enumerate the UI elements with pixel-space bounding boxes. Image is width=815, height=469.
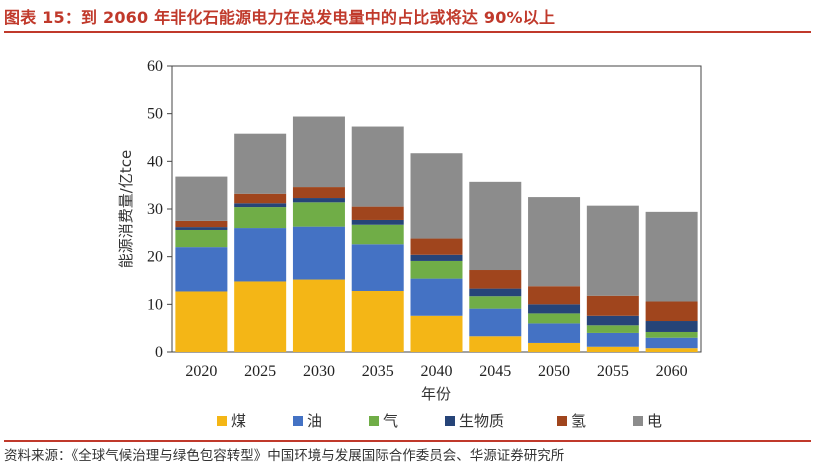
y-tick-label: 40 bbox=[147, 153, 163, 170]
bar-segment-2060-3 bbox=[645, 331, 698, 338]
y-axis: 0 10 20 30 40 50 60 bbox=[147, 58, 172, 361]
y-tick-label: 0 bbox=[155, 344, 163, 361]
bar-segment-2050-1 bbox=[528, 342, 581, 352]
bar-segment-2060-5 bbox=[645, 301, 698, 322]
bar-segment-2025-1 bbox=[234, 281, 287, 352]
bar-segment-2050-3 bbox=[528, 313, 581, 324]
bar-segment-2045-3 bbox=[469, 296, 522, 309]
bar-segment-2055-3 bbox=[586, 325, 639, 333]
bar-segment-2040-1 bbox=[410, 315, 463, 352]
y-tick-label: 10 bbox=[147, 296, 163, 313]
bar-segment-2035-6 bbox=[351, 126, 404, 207]
bar-segment-2045-5 bbox=[469, 270, 522, 289]
legend: 煤 油 气 生物质 氢 电 bbox=[217, 412, 662, 430]
bar-segment-2020-1 bbox=[175, 291, 228, 352]
bar-segment-2035-3 bbox=[351, 224, 404, 245]
bars-group bbox=[175, 116, 698, 352]
legend-label: 氢 bbox=[571, 412, 586, 430]
bar-segment-2025-3 bbox=[234, 207, 287, 229]
bar-segment-2020-5 bbox=[175, 220, 228, 228]
bar-segment-2045-1 bbox=[469, 336, 522, 352]
title-divider bbox=[4, 31, 811, 33]
bar-segment-2025-5 bbox=[234, 193, 287, 204]
bar-segment-2040-5 bbox=[410, 238, 463, 255]
y-axis-label: 能源消费量/亿tce bbox=[117, 150, 135, 268]
source-note: 资料来源：《全球气候治理与绿色包容转型》中国环境与发展国际合作委员会、华源证券研… bbox=[4, 448, 565, 464]
bar-segment-2050-5 bbox=[528, 286, 581, 305]
bar-segment-2060-2 bbox=[645, 337, 698, 349]
bar-segment-2020-2 bbox=[175, 247, 228, 292]
bar-segment-2020-3 bbox=[175, 229, 228, 248]
x-tick-label: 2035 bbox=[362, 363, 394, 380]
bar-segment-2055-1 bbox=[586, 346, 639, 352]
figure-title: 图表 15：到 2060 年非化石能源电力在总发电量中的占比或将达 90%以上 bbox=[4, 8, 556, 27]
bar-segment-2030-3 bbox=[292, 202, 345, 227]
bar-segment-2030-2 bbox=[292, 226, 345, 280]
bar-segment-2025-2 bbox=[234, 228, 287, 282]
bar-segment-2040-3 bbox=[410, 260, 463, 279]
bar-segment-2030-4 bbox=[292, 198, 345, 203]
bar-segment-2040-2 bbox=[410, 278, 463, 316]
x-tick-label: 2020 bbox=[185, 363, 217, 380]
bar-segment-2045-6 bbox=[469, 181, 522, 271]
legend-swatch bbox=[217, 416, 227, 426]
bar-segment-2030-6 bbox=[292, 116, 345, 188]
y-tick-label: 20 bbox=[147, 249, 163, 266]
bar-segment-2060-6 bbox=[645, 211, 698, 302]
bar-segment-2035-2 bbox=[351, 244, 404, 291]
bar-segment-2040-4 bbox=[410, 254, 463, 261]
x-axis: 2020 2025 2030 2035 2040 2045 2050 2055 2060 bbox=[185, 363, 687, 380]
bar-segment-2050-4 bbox=[528, 304, 581, 314]
bar-segment-2060-1 bbox=[645, 348, 698, 352]
bar-segment-2035-1 bbox=[351, 290, 404, 352]
bar-segment-2055-5 bbox=[586, 295, 639, 316]
bar-segment-2030-1 bbox=[292, 279, 345, 352]
x-tick-label: 2045 bbox=[479, 363, 511, 380]
bar-segment-2025-6 bbox=[234, 133, 287, 194]
bar-segment-2055-6 bbox=[586, 205, 639, 296]
bar-segment-2055-2 bbox=[586, 332, 639, 347]
bar-segment-2035-5 bbox=[351, 206, 404, 220]
bar-segment-2020-6 bbox=[175, 176, 228, 221]
bar-segment-2030-5 bbox=[292, 187, 345, 199]
legend-swatch bbox=[369, 416, 379, 426]
bar-segment-2050-6 bbox=[528, 197, 581, 287]
legend-swatch bbox=[293, 416, 303, 426]
x-tick-label: 2030 bbox=[303, 363, 335, 380]
bar-segment-2050-2 bbox=[528, 323, 581, 343]
bar-segment-2025-4 bbox=[234, 203, 287, 208]
legend-swatch bbox=[633, 416, 643, 426]
legend-label: 气 bbox=[383, 412, 398, 430]
x-tick-label: 2040 bbox=[421, 363, 453, 380]
legend-swatch bbox=[445, 416, 455, 426]
legend-label: 电 bbox=[647, 412, 662, 430]
legend-swatch bbox=[557, 416, 567, 426]
y-tick-label: 60 bbox=[147, 58, 163, 75]
x-tick-label: 2060 bbox=[656, 363, 688, 380]
bar-segment-2035-4 bbox=[351, 219, 404, 225]
legend-label: 生物质 bbox=[459, 412, 504, 430]
legend-label: 煤 bbox=[231, 412, 246, 430]
bar-segment-2055-4 bbox=[586, 315, 639, 326]
bar-segment-2020-4 bbox=[175, 227, 228, 230]
footer-divider bbox=[4, 440, 811, 442]
x-tick-label: 2050 bbox=[538, 363, 570, 380]
bar-segment-2045-2 bbox=[469, 308, 522, 337]
x-axis-label: 年份 bbox=[421, 385, 451, 403]
legend-label: 油 bbox=[307, 412, 322, 430]
x-tick-label: 2055 bbox=[597, 363, 629, 380]
bar-segment-2040-6 bbox=[410, 153, 463, 239]
y-tick-label: 50 bbox=[147, 106, 163, 123]
y-tick-label: 30 bbox=[147, 201, 163, 218]
bar-segment-2060-4 bbox=[645, 321, 698, 332]
x-tick-label: 2025 bbox=[244, 363, 276, 380]
bar-segment-2045-4 bbox=[469, 288, 522, 297]
